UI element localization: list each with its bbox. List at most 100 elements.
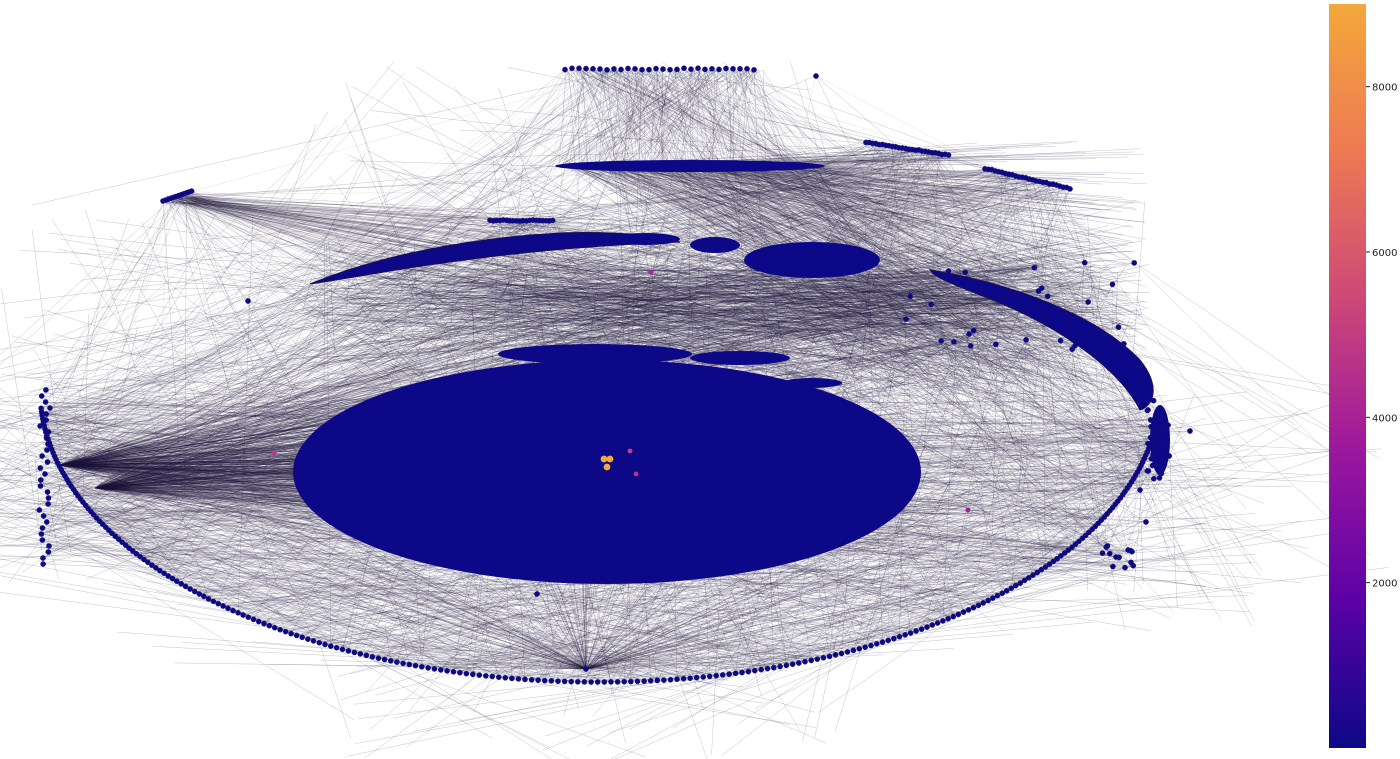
graph-edge — [415, 528, 1363, 666]
graph-edge — [755, 116, 867, 143]
graph-edge — [754, 640, 889, 710]
graph-node — [46, 543, 52, 549]
graph-edge — [509, 220, 1208, 475]
graph-node — [345, 648, 352, 654]
graph-edge — [203, 242, 373, 597]
graph-node — [1160, 439, 1166, 445]
graph-node — [437, 667, 444, 673]
graph-edge — [836, 311, 1117, 558]
graph-edge — [0, 438, 49, 460]
graph-edge — [178, 179, 530, 196]
graph-edge — [51, 219, 332, 647]
graph-edge — [182, 365, 286, 632]
graph-edge — [178, 195, 679, 373]
graph-edge — [1025, 177, 1068, 526]
graph-edge — [662, 61, 996, 345]
graph-edge — [85, 505, 178, 547]
graph-edge — [746, 68, 889, 361]
graph-edge — [915, 528, 1005, 632]
graph-node — [1067, 186, 1073, 192]
graph-edge — [729, 588, 974, 675]
graph-node — [1085, 299, 1091, 305]
graph-edge — [912, 149, 1099, 340]
graph-edge — [32, 348, 186, 587]
graph-node — [647, 678, 654, 684]
graph-node — [581, 679, 588, 685]
graph-edge — [49, 231, 361, 409]
graph-edge — [42, 169, 992, 446]
graph-edge — [58, 249, 1151, 438]
graph-edge — [183, 193, 412, 362]
graph-edge — [170, 198, 676, 356]
graph-edge — [938, 323, 1034, 576]
graph-edge — [865, 142, 1021, 251]
graph-edge — [0, 449, 48, 502]
graph-edge — [912, 358, 1128, 489]
graph-edge — [202, 170, 996, 240]
graph-edge — [825, 229, 1132, 482]
graph-node — [406, 661, 413, 668]
graph-edge — [350, 188, 1071, 213]
graph-node — [783, 662, 790, 669]
graph-edge — [238, 552, 755, 671]
graph-edge — [739, 68, 1252, 584]
graph-node — [191, 588, 198, 595]
graph-node — [951, 338, 957, 345]
graph-edge — [74, 477, 526, 680]
graph-edge — [867, 350, 1145, 459]
graph-node — [1109, 281, 1116, 288]
upper-node-band — [555, 160, 825, 172]
graph-edge — [624, 177, 1023, 254]
graph-edge — [809, 240, 1083, 539]
graph-edge — [40, 479, 359, 562]
graph-node — [764, 665, 771, 672]
graph-edge — [0, 452, 54, 476]
graph-edge — [480, 290, 1039, 303]
graph-edge — [0, 438, 52, 450]
graph-edge — [577, 681, 790, 725]
graph-edge — [571, 68, 938, 394]
graph-node — [874, 641, 880, 647]
graph-edge — [155, 377, 294, 569]
graph-edge — [945, 500, 1118, 592]
graph-node — [1154, 435, 1160, 442]
graph-edge — [125, 69, 643, 508]
graph-edge — [1140, 464, 1364, 586]
graph-edge — [848, 349, 1152, 459]
graph-edge — [676, 678, 827, 744]
graph-node — [40, 555, 46, 561]
graph-node — [940, 618, 946, 624]
graph-edge — [290, 107, 555, 634]
graph-edge — [933, 201, 1054, 562]
graph-edge — [42, 223, 659, 559]
graph-node — [975, 602, 982, 609]
graph-edge — [804, 78, 954, 617]
graph-edge — [0, 575, 275, 628]
graph-edge — [0, 467, 41, 477]
graph-edge — [608, 565, 1134, 734]
graph-edge — [346, 672, 743, 757]
graph-edge — [506, 236, 1151, 446]
graph-node — [196, 591, 203, 597]
graph-edge — [898, 147, 1127, 474]
graph-node — [713, 672, 720, 679]
graph-edge — [953, 267, 1035, 342]
graph-edge — [599, 68, 1159, 467]
graph-node — [955, 611, 962, 618]
graph-node — [230, 607, 236, 614]
graph-edge — [0, 442, 50, 444]
graph-edge — [40, 207, 417, 487]
graph-edge — [1157, 463, 1221, 467]
graph-edge — [1085, 415, 1134, 479]
graph-edge — [99, 520, 209, 600]
graph-node — [654, 677, 661, 684]
graph-edge — [697, 68, 756, 228]
graph-edge — [643, 464, 1015, 682]
graph-edge — [729, 520, 1301, 675]
graph-edge — [1004, 426, 1129, 551]
graph-edge — [973, 330, 1240, 450]
graph-edge — [14, 67, 699, 522]
graph-edge — [184, 192, 187, 496]
graph-edge — [47, 206, 441, 463]
